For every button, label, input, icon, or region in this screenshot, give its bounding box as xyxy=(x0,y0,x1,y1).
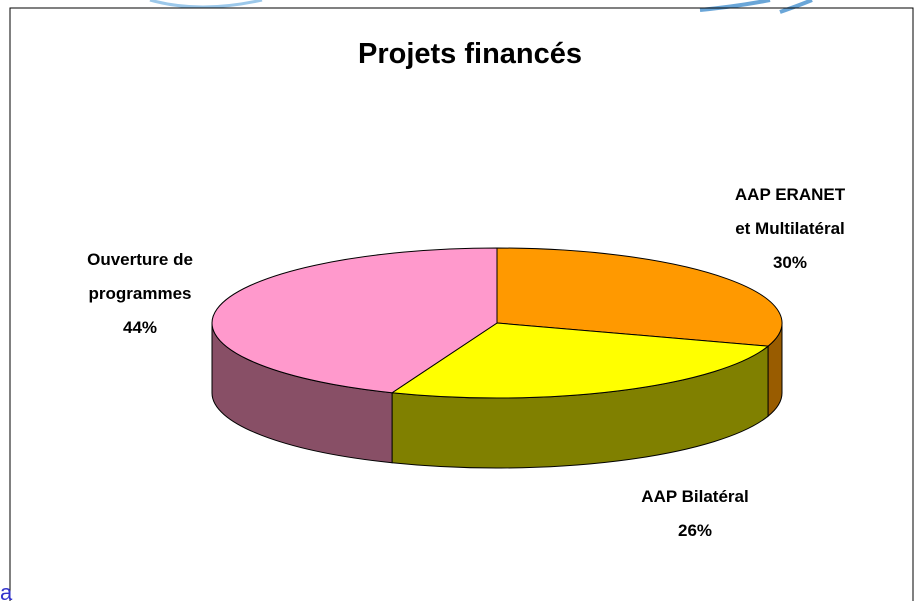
slice-label: Ouverture de programmes 44% xyxy=(87,243,193,345)
slice xyxy=(390,322,770,399)
slice xyxy=(211,247,498,394)
slice-label: AAP Bilatéral 26% xyxy=(641,480,748,548)
chart-title: Projets financés xyxy=(357,38,583,70)
text-fragment: a xyxy=(0,580,13,601)
decoration xyxy=(149,0,263,9)
decoration xyxy=(699,0,813,14)
pie xyxy=(211,247,783,469)
slice-label: AAP ERANET et Multilatéral 30% xyxy=(735,178,845,280)
value-label: 30% xyxy=(772,253,808,272)
category-label: AAP Bilatéral xyxy=(641,487,749,506)
value-label: 26% xyxy=(677,521,713,540)
value-label: 44% xyxy=(122,318,158,337)
slice xyxy=(496,247,783,347)
chart-frame xyxy=(9,7,914,601)
category-label: AAP ERANET et Multilatéral xyxy=(734,185,846,238)
category-label: Ouverture de programmes xyxy=(87,250,193,303)
